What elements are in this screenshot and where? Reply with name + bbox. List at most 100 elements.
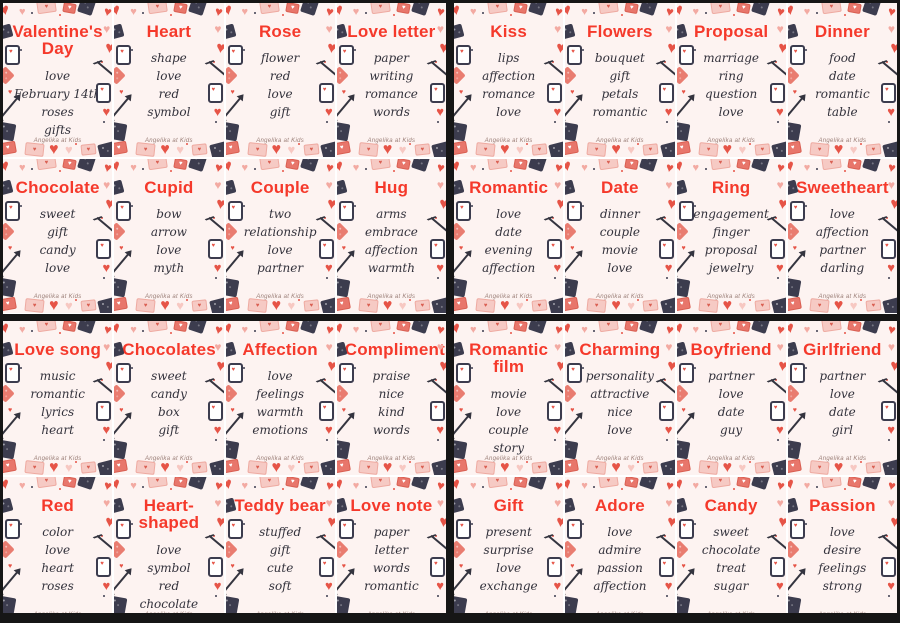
sprinkle-dot	[142, 486, 145, 488]
heart-icon	[834, 460, 844, 475]
chocolate-icon	[639, 3, 659, 16]
heart-icon	[677, 321, 685, 338]
sprinkle-dot	[704, 168, 707, 170]
heart-icon	[215, 514, 224, 531]
watermark: Angelika at Kids	[595, 294, 644, 300]
envelope-icon	[246, 460, 268, 475]
card-word-list: stuffed gift cute soft	[259, 525, 302, 594]
card-word-list: marriage ring question love	[703, 51, 760, 120]
card-title: Cupid	[144, 178, 194, 197]
vocab-card: Heart shape love red symbol Angelika at …	[114, 3, 224, 157]
chocolate-icon	[188, 159, 208, 172]
card-title: Ring	[711, 178, 751, 197]
vocab-card: Candy sweet chocolate treat sugar Angeli…	[676, 477, 786, 613]
card-word-list: engagement finger proposal jewelry	[693, 207, 769, 276]
envelope-icon	[820, 159, 842, 171]
card-word-list: sweet candy box gift	[150, 369, 187, 438]
heart-icon	[553, 478, 563, 492]
envelope-icon	[395, 321, 411, 333]
chocolate-icon	[528, 321, 547, 334]
heart-icon	[383, 142, 393, 157]
heart-icon	[130, 163, 137, 174]
envelope-icon	[865, 299, 882, 312]
chocolate-icon	[787, 595, 802, 613]
card-word-list: present surprise love exchange	[479, 525, 538, 594]
envelope-icon	[846, 3, 862, 15]
chocolate-icon	[336, 595, 351, 613]
chocolate-icon	[750, 159, 770, 172]
heart-icon	[555, 358, 564, 375]
vocab-card: Love letter paper writing romance words …	[336, 3, 446, 157]
card-title: Passion	[809, 496, 876, 515]
watermark: Angelika at Kids	[484, 456, 533, 462]
envelope-icon	[369, 477, 391, 489]
vocab-card: Valentine's Day love February 14th roses…	[3, 3, 113, 157]
envelope-icon	[586, 460, 607, 475]
heart-icon	[130, 325, 137, 336]
heart-icon	[454, 321, 462, 338]
envelope-icon	[302, 461, 320, 474]
watermark: Angelika at Kids	[256, 138, 305, 144]
heart-icon	[3, 321, 11, 338]
watermark: Angelika at Kids	[33, 456, 82, 462]
watermark: Angelika at Kids	[114, 612, 223, 613]
heart-icon	[19, 325, 26, 336]
sprinkle-dot	[815, 168, 818, 170]
watermark: Angelika at Kids	[367, 138, 416, 144]
vocab-card: Romantic love date evening affection Ang…	[454, 159, 564, 313]
chocolate-icon	[188, 321, 208, 334]
chocolate-icon	[299, 477, 319, 490]
envelope-icon	[302, 143, 320, 156]
heart-icon	[114, 159, 122, 176]
envelope-icon	[735, 159, 751, 171]
page-bottom-right: Romantic film movie love couple story An…	[454, 321, 897, 613]
heart-icon	[776, 322, 786, 336]
heart-icon	[325, 322, 335, 336]
card-word-list: love desire feelings strong	[818, 525, 867, 594]
envelope-icon	[846, 159, 862, 171]
vocab-card: Sweetheart love affection partner darlin…	[787, 159, 897, 313]
card-title: Candy	[704, 496, 758, 515]
envelope-icon	[24, 142, 45, 157]
sprinkle-dot	[593, 168, 596, 170]
vocab-card: Ring engagement finger proposal jewelry …	[676, 159, 786, 313]
envelope-icon	[173, 321, 189, 333]
envelope-icon	[531, 143, 548, 156]
chocolate-icon	[299, 159, 319, 172]
card-word-list: love feelings warmth emotions	[252, 369, 308, 438]
watermark: Angelika at Kids	[818, 138, 867, 144]
chocolate-icon	[77, 477, 96, 490]
chocolate-icon	[639, 477, 659, 490]
envelope-icon	[513, 321, 528, 333]
heart-icon	[436, 478, 446, 492]
vocab-card: Affection love feelings warmth emotions …	[225, 321, 335, 475]
envelope-icon	[284, 477, 300, 489]
heart-icon	[627, 461, 635, 474]
sprinkle-dot	[364, 330, 367, 332]
heart-icon	[353, 163, 360, 174]
chocolate-icon	[299, 321, 319, 334]
envelope-icon	[358, 142, 379, 157]
envelope-icon	[753, 299, 771, 312]
envelope-icon	[369, 321, 391, 333]
heart-icon	[470, 163, 477, 174]
heart-icon	[788, 3, 796, 20]
envelope-icon	[258, 3, 280, 15]
envelope-icon	[709, 321, 731, 333]
card-title: Teddy bear	[234, 496, 326, 515]
envelope-icon	[24, 460, 45, 475]
heart-icon	[102, 322, 112, 336]
heart-icon	[500, 460, 510, 475]
envelope-icon	[147, 321, 169, 333]
heart-icon	[436, 322, 446, 336]
heart-icon	[242, 481, 249, 492]
envelope-icon	[735, 3, 751, 15]
card-word-list: love symbol red chocolate	[139, 542, 199, 611]
envelope-icon	[642, 143, 659, 156]
sprinkle-dot	[364, 486, 367, 488]
envelope-icon	[642, 299, 659, 312]
envelope-icon	[513, 159, 528, 171]
heart-icon	[804, 481, 811, 492]
sprinkle-dot	[593, 486, 596, 488]
sprinkle-dot	[59, 170, 61, 172]
